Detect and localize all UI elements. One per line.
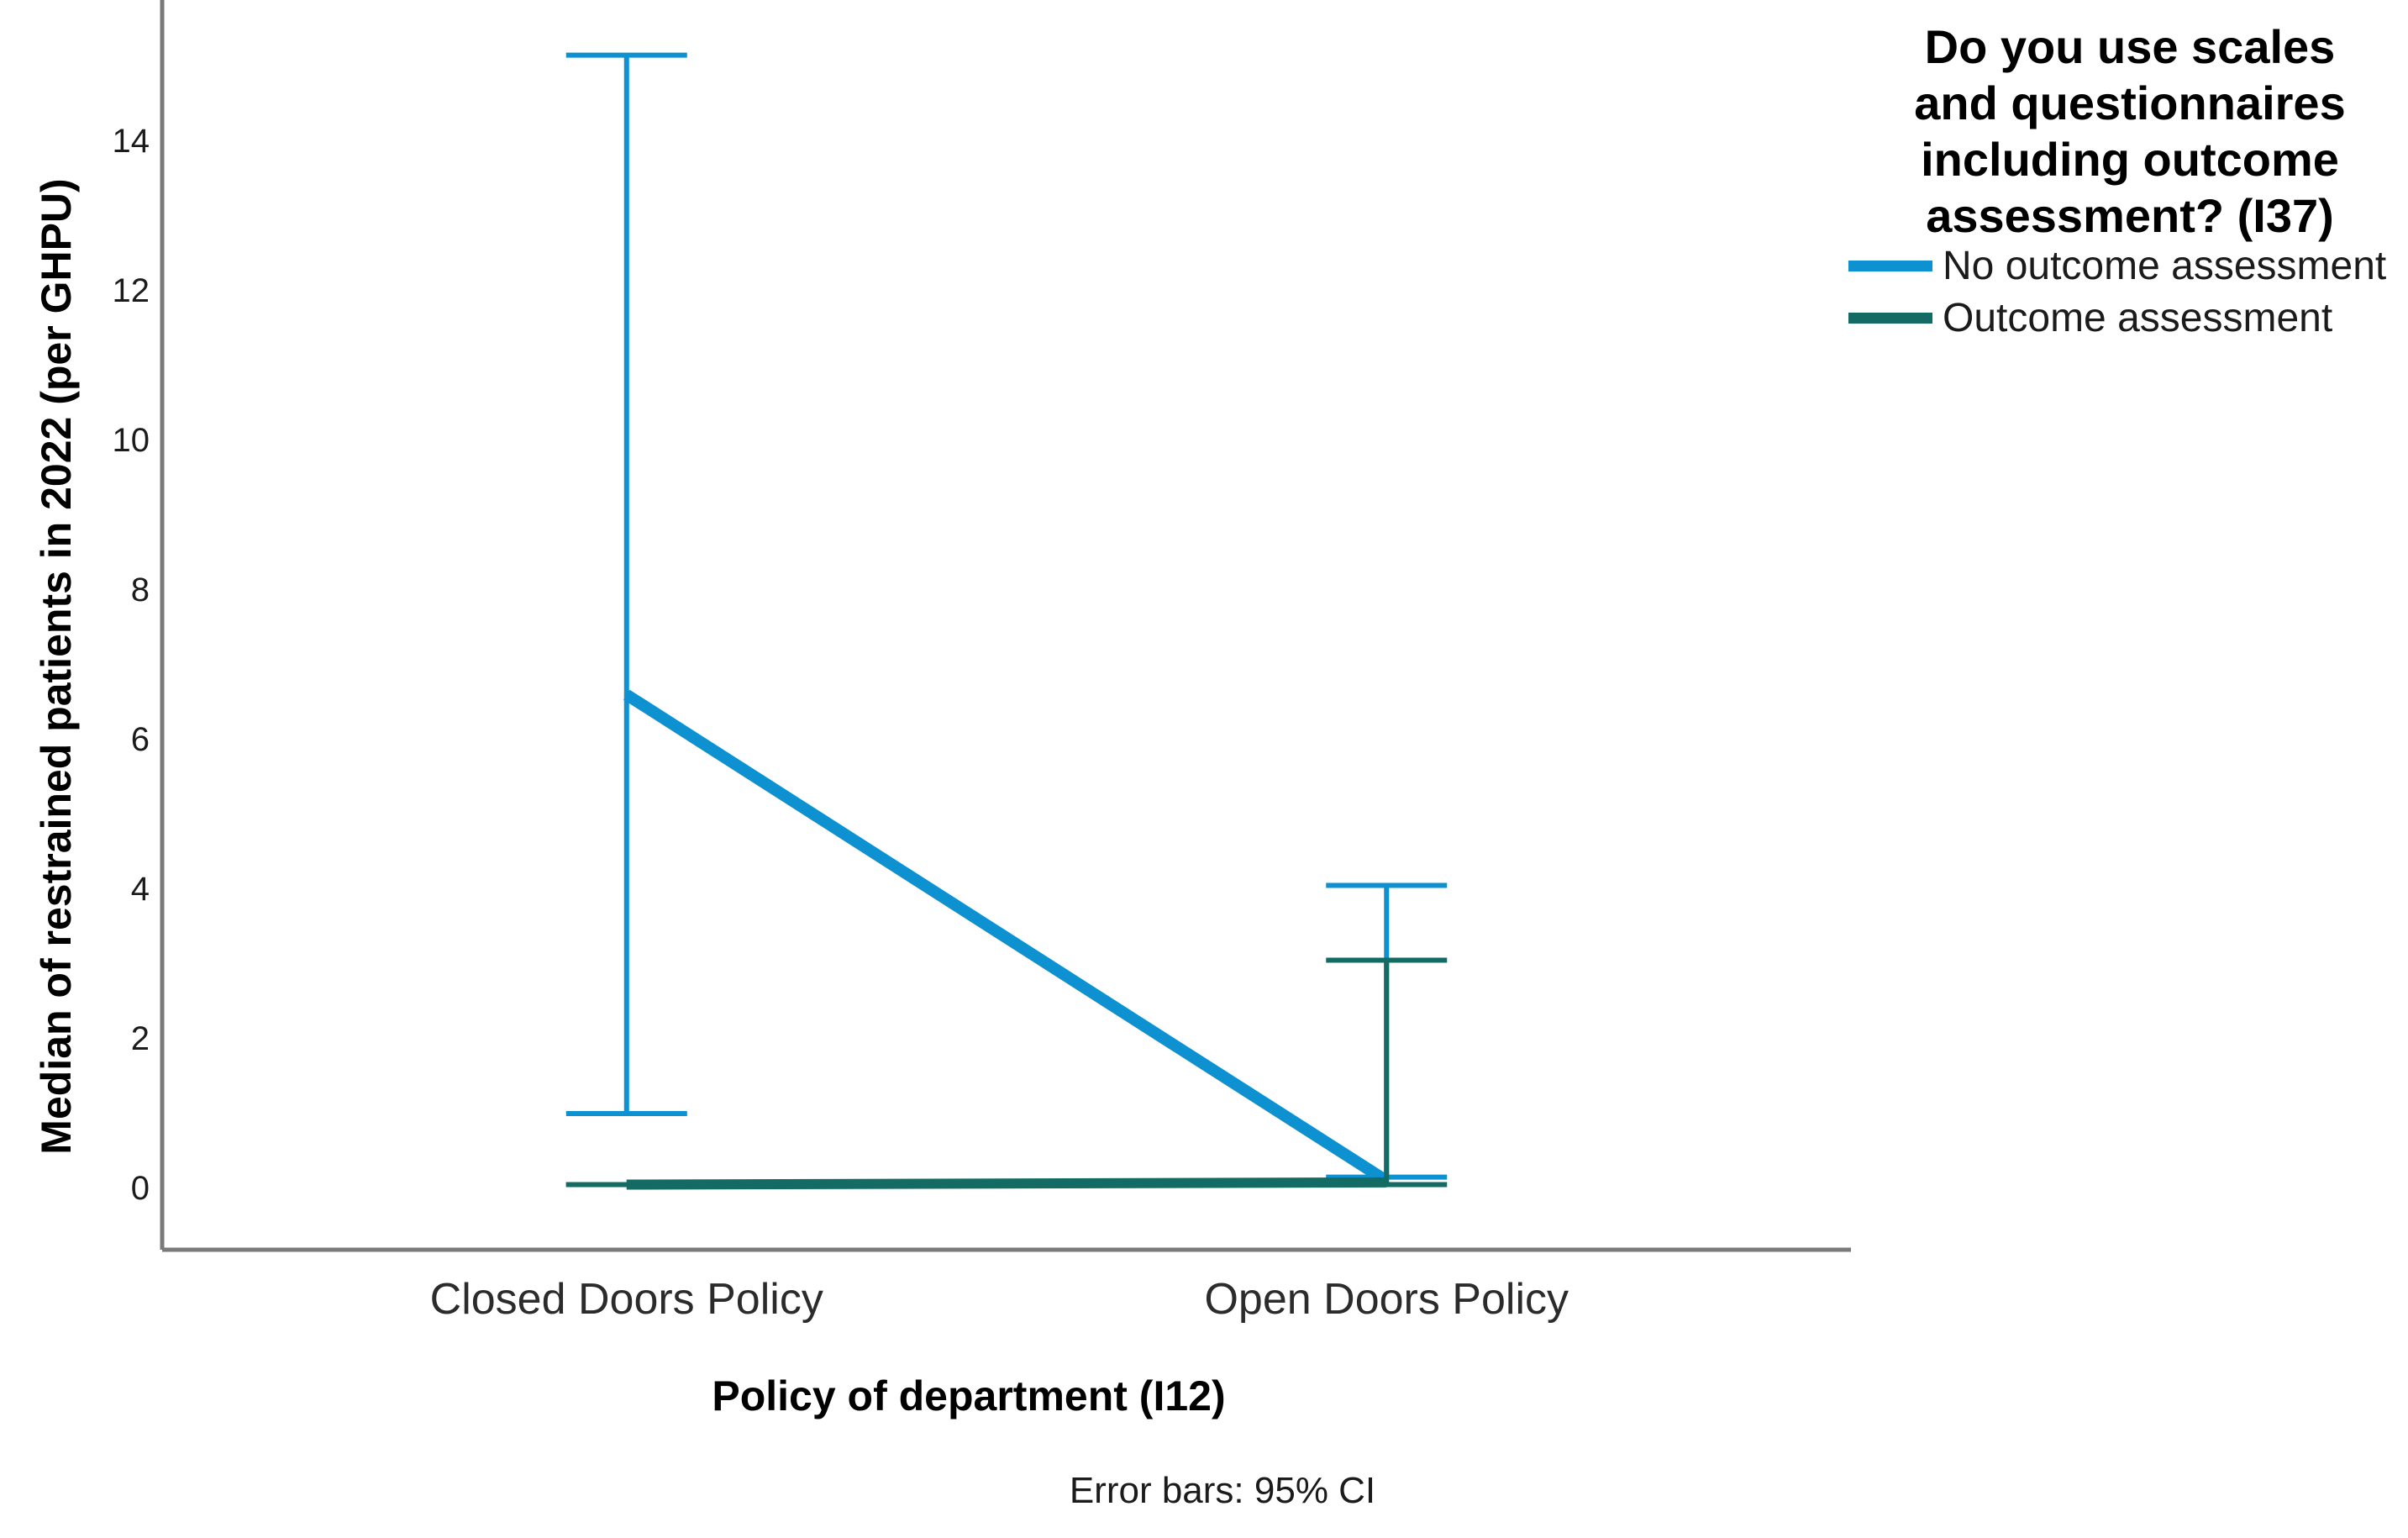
y-tick-label: 8 [130, 571, 150, 608]
y-tick-label: 14 [112, 123, 150, 160]
legend-item: No outcome assessment [1848, 242, 2386, 289]
legend-swatch-outcome-assessment [1848, 312, 1932, 324]
y-tick-label: 2 [130, 1020, 150, 1057]
x-axis-title: Policy of department (I12) [712, 1372, 1226, 1419]
error-bars-footnote: Error bars: 95% CI [1069, 1470, 1376, 1511]
legend-item: Outcome assessment [1848, 294, 2332, 341]
y-tick-label: 0 [130, 1170, 150, 1207]
category-label-open-doors: Open Doors Policy [1204, 1275, 1569, 1324]
legend-title: Do you use scales and questionnaires inc… [1914, 20, 2346, 242]
y-tick-label: 4 [130, 871, 150, 908]
series-line [626, 1177, 1387, 1190]
y-tick-label: 6 [130, 721, 150, 758]
y-tick-label: 10 [112, 422, 150, 459]
series-line [623, 689, 1391, 1186]
category-label-closed-doors: Closed Doors Policy [429, 1275, 823, 1324]
y-tick-label: 12 [112, 272, 150, 309]
legend-label: No outcome assessment [1943, 243, 2387, 288]
legend-swatch-no-outcome-assessment [1848, 260, 1932, 271]
legend-label: Outcome assessment [1943, 295, 2333, 340]
